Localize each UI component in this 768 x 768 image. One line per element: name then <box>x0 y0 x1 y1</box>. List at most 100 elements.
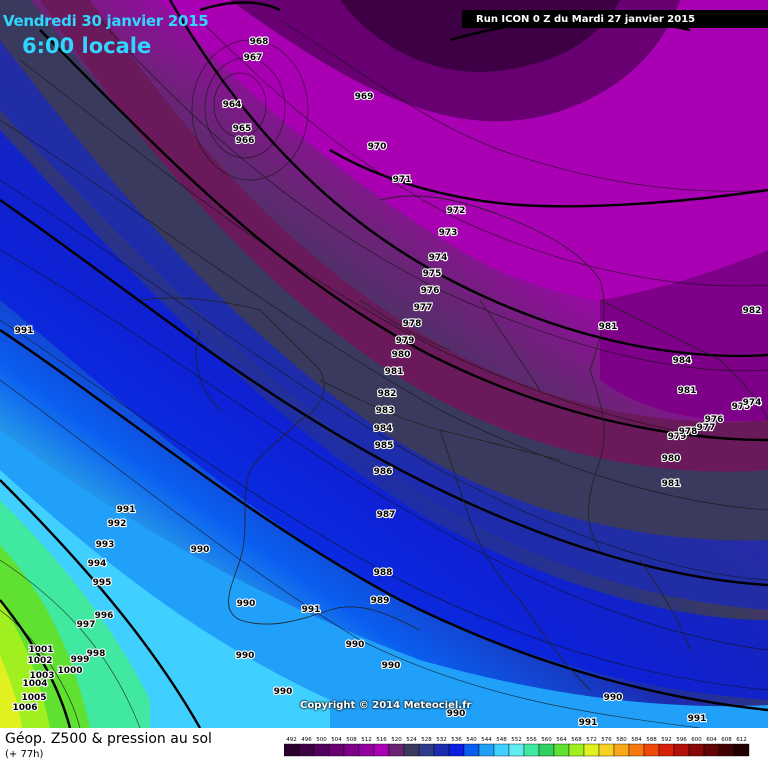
isobar-label: 981 <box>662 479 681 489</box>
isobar-label: 986 <box>374 467 393 477</box>
isobar-label: 991 <box>15 326 34 336</box>
scale-tick-label: 568 <box>571 737 582 743</box>
scale-tick-label: 576 <box>601 737 612 743</box>
isobar-label: 977 <box>414 303 433 313</box>
isobar-label: 987 <box>377 510 396 520</box>
isobar-label: 992 <box>108 519 127 529</box>
scale-swatch <box>568 743 585 757</box>
isobar-label: 964 <box>223 100 242 110</box>
forecast-time: 6:00 locale <box>22 34 152 58</box>
model-run-text: Run ICON 0 Z du Mardi 27 janvier 2015 <box>476 13 696 25</box>
scale-tick-label: 508 <box>346 737 357 743</box>
isobar-label: 990 <box>346 640 365 650</box>
isobar-label: 978 <box>403 319 422 329</box>
scale-swatch <box>523 743 540 757</box>
isobar-label: 990 <box>236 651 255 661</box>
isobar-label: 972 <box>447 206 466 216</box>
scale-swatch <box>388 743 405 757</box>
isobar-label: 966 <box>236 136 255 146</box>
scale-tick-label: 612 <box>736 737 747 743</box>
model-run-banner: Run ICON 0 Z du Mardi 27 janvier 2015 <box>462 10 768 28</box>
scale-tick-label: 552 <box>511 737 522 743</box>
isobar-label: 1006 <box>12 703 37 713</box>
scale-tick-label: 500 <box>316 737 327 743</box>
isobar-label: 976 <box>421 286 440 296</box>
scale-swatch <box>553 743 570 757</box>
isobar-label: 968 <box>250 37 269 47</box>
isobar-label: 1000 <box>57 666 82 676</box>
scale-swatch <box>703 743 720 757</box>
isobar-label: 988 <box>374 568 393 578</box>
isobar-label: 991 <box>117 505 136 515</box>
scale-swatch <box>478 743 495 757</box>
isobar-label: 973 <box>439 228 458 238</box>
copyright-notice: Copyright © 2014 Meteociel.fr <box>300 700 472 711</box>
isobar-label: 974 <box>429 253 448 263</box>
band-yellow <box>0 655 22 728</box>
scale-tick-label: 512 <box>361 737 372 743</box>
scale-tick-label: 524 <box>406 737 417 743</box>
isobar-label: 996 <box>95 611 114 621</box>
scale-tick-label: 548 <box>496 737 507 743</box>
scale-swatch <box>598 743 615 757</box>
scale-swatch <box>463 743 480 757</box>
isobar-label: 999 <box>71 655 90 665</box>
isobar-label: 983 <box>376 406 395 416</box>
isobar-label: 990 <box>274 687 293 697</box>
band-slate <box>0 0 768 541</box>
isobar-label: 1004 <box>22 679 47 689</box>
isobar-label: 994 <box>88 559 107 569</box>
scale-swatch <box>583 743 600 757</box>
isobar-label: 989 <box>371 596 390 606</box>
isobar-label: 979 <box>668 432 687 442</box>
scale-tick-label: 492 <box>286 737 297 743</box>
scale-swatch <box>373 743 390 757</box>
isobar-label: 977 <box>697 423 716 433</box>
scale-tick-label: 608 <box>721 737 732 743</box>
isobar-label: 1002 <box>27 656 52 666</box>
pressure-map: 9689679649659669699709719729739749759769… <box>0 0 768 728</box>
isobar-label: 991 <box>579 718 598 728</box>
isobar-label: 991 <box>302 605 321 615</box>
isobar-label: 1001 <box>28 645 53 655</box>
isobar-label: 965 <box>233 124 252 134</box>
forecast-date: Vendredi 30 janvier 2015 <box>3 12 209 30</box>
color-scale: 492 496 500 504 508 512 516 520 524 528 532 536 540 5… <box>284 737 750 757</box>
isobar-label: 970 <box>368 142 387 152</box>
scale-swatch <box>493 743 510 757</box>
band-maroon <box>40 0 768 472</box>
isobar-label: 1005 <box>21 693 46 703</box>
isobar-label: 990 <box>237 599 256 609</box>
isobar-label: 980 <box>662 454 681 464</box>
isobar-label: 997 <box>77 620 96 630</box>
scale-tick-label: 536 <box>451 737 462 743</box>
scale-tick-label: 504 <box>331 737 342 743</box>
isobar-label: 967 <box>244 53 263 63</box>
thin-isobars <box>0 19 768 728</box>
isobar-label: 974 <box>743 398 762 408</box>
isobar-label: 981 <box>599 322 618 332</box>
isobar-label: 981 <box>678 386 697 396</box>
scale-swatch <box>688 743 705 757</box>
isobar-label: 990 <box>447 709 466 719</box>
scale-tick-label: 572 <box>586 737 597 743</box>
isobar-label: 990 <box>191 545 210 555</box>
isobar-label: 990 <box>382 661 401 671</box>
scale-swatch <box>358 743 375 757</box>
scale-swatch <box>673 743 690 757</box>
band-east-purple <box>600 250 768 421</box>
scale-swatch <box>313 743 330 757</box>
scale-tick-label: 544 <box>481 737 492 743</box>
scale-tick-label: 496 <box>301 737 312 743</box>
scale-swatch <box>433 743 450 757</box>
isobar-label: 975 <box>423 269 442 279</box>
band-blue <box>0 130 768 700</box>
scale-swatch <box>643 743 660 757</box>
country-borders <box>139 195 768 691</box>
scale-swatch <box>613 743 630 757</box>
scale-swatch <box>418 743 435 757</box>
scale-tick-label: 588 <box>646 737 657 743</box>
isobar-label: 990 <box>604 693 623 703</box>
isobar-label: 971 <box>393 175 412 185</box>
